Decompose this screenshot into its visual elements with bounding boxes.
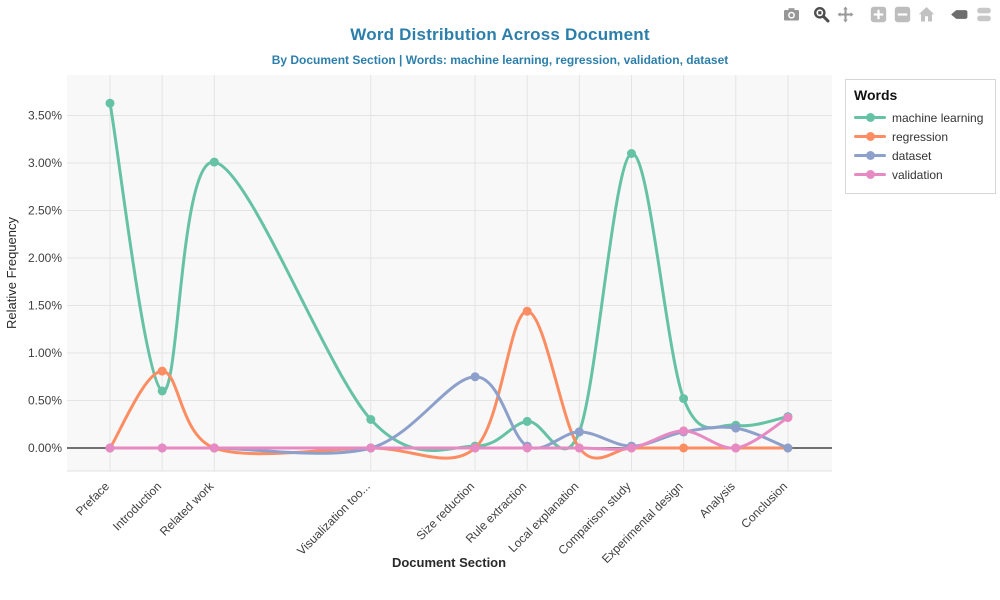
y-tick-label: 1.00% (28, 346, 62, 360)
home-icon[interactable] (918, 6, 935, 23)
line-marker-swatch (854, 113, 886, 123)
data-point-machine-learning[interactable] (679, 394, 689, 404)
modebar (783, 6, 992, 23)
legend-item-dataset[interactable]: dataset (854, 146, 987, 165)
x-tick-label: Related work (157, 479, 217, 539)
hover-compare-icon[interactable] (975, 6, 992, 23)
x-tick-label: Preface (73, 479, 112, 518)
zoom-in-icon[interactable] (870, 6, 887, 23)
legend-item-label: regression (892, 129, 949, 144)
data-point-machine-learning[interactable] (157, 386, 167, 396)
series-line-machine-learning (108, 101, 790, 452)
data-point-regression[interactable] (157, 366, 167, 376)
chart-title: Word Distribution Across Document (350, 25, 650, 44)
legend: Words machine learning regression datase… (845, 79, 996, 194)
y-tick-label: 2.00% (28, 251, 62, 265)
data-point-dataset[interactable] (470, 372, 480, 382)
data-point-machine-learning[interactable] (366, 415, 376, 424)
legend-title: Words (854, 87, 898, 103)
y-tick-label: 0.50% (28, 394, 62, 408)
camera-icon[interactable] (783, 6, 800, 23)
data-point-validation[interactable] (209, 443, 219, 453)
line-marker-swatch (854, 132, 886, 142)
data-point-validation[interactable] (574, 443, 584, 453)
legend-item-regression[interactable]: regression (854, 127, 987, 146)
data-point-validation[interactable] (522, 443, 532, 453)
x-tick-label: Introduction (110, 479, 164, 533)
data-point-machine-learning[interactable] (522, 416, 532, 426)
data-point-dataset[interactable] (783, 443, 793, 453)
data-point-validation[interactable] (783, 413, 793, 423)
y-tick-label: 1.50% (28, 299, 62, 313)
legend-item-label: validation (892, 167, 943, 182)
line-marker-swatch (854, 170, 886, 180)
data-point-validation[interactable] (105, 443, 115, 453)
pan-icon[interactable] (837, 6, 854, 23)
y-tick-label: 3.50% (28, 109, 62, 123)
data-point-validation[interactable] (679, 426, 689, 436)
legend-item-validation[interactable]: validation (854, 165, 987, 184)
y-tick-label: 2.50% (28, 204, 62, 218)
x-axis-title: Document Section (392, 555, 506, 570)
data-point-validation[interactable] (627, 443, 636, 453)
data-point-validation[interactable] (731, 443, 741, 453)
legend-item-machine-learning[interactable]: machine learning (854, 108, 987, 127)
data-point-validation[interactable] (470, 443, 480, 453)
line-marker-swatch (854, 151, 886, 161)
data-point-validation[interactable] (366, 443, 376, 453)
series-line-validation (108, 416, 790, 451)
x-tick-label: Analysis (696, 479, 737, 520)
legend-item-label: machine learning (892, 110, 984, 125)
chart-subtitle: By Document Section | Words: machine lea… (271, 53, 729, 67)
hover-closest-icon[interactable] (951, 6, 968, 23)
x-tick-label: Conclusion (738, 479, 790, 531)
data-point-regression[interactable] (679, 443, 689, 453)
y-tick-label: 0.00% (28, 441, 62, 455)
y-axis-title: Relative Frequency (4, 217, 19, 329)
data-point-validation[interactable] (157, 443, 167, 453)
data-point-dataset[interactable] (574, 427, 584, 437)
y-tick-label: 3.00% (28, 156, 62, 170)
x-tick-label: Visualization too... (294, 479, 373, 558)
zoom-icon[interactable] (813, 6, 830, 23)
data-point-regression[interactable] (522, 306, 532, 316)
data-point-machine-learning[interactable] (105, 98, 115, 108)
data-point-machine-learning[interactable] (209, 157, 219, 167)
legend-item-label: dataset (892, 148, 932, 163)
data-point-machine-learning[interactable] (627, 149, 636, 158)
zoom-out-icon[interactable] (894, 6, 911, 23)
data-point-dataset[interactable] (731, 423, 741, 433)
plot-area[interactable] (67, 75, 832, 471)
